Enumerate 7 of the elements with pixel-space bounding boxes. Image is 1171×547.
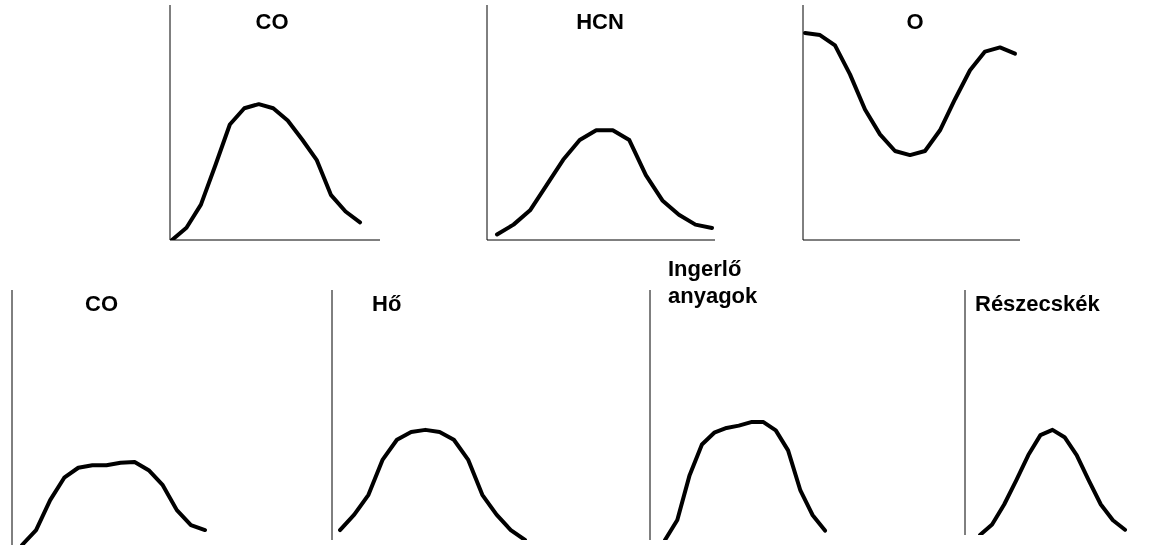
chart-title: Részecskék (975, 290, 1101, 317)
chart-title: CO (85, 290, 119, 317)
chart-title: Ingerlő anyagok (668, 255, 759, 309)
chart-title: O (905, 8, 925, 35)
chart-title: HCN (575, 8, 625, 35)
chart-title: CO (254, 8, 290, 35)
chart-title: Hő (372, 290, 403, 317)
